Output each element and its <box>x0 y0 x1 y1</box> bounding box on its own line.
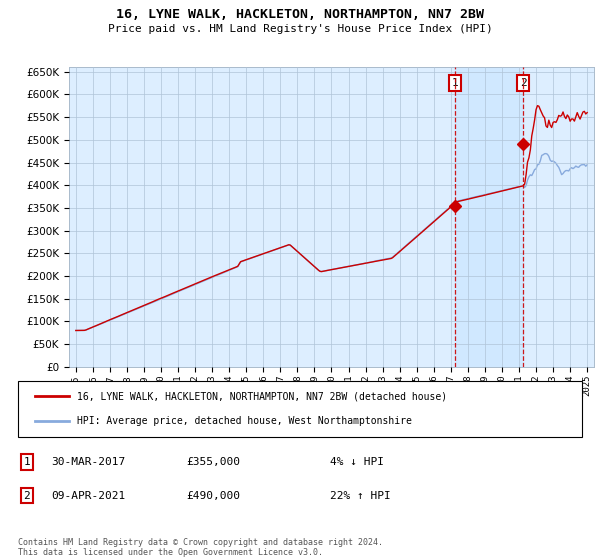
Text: 16, LYNE WALK, HACKLETON, NORTHAMPTON, NN7 2BW: 16, LYNE WALK, HACKLETON, NORTHAMPTON, N… <box>116 8 484 21</box>
Text: Price paid vs. HM Land Registry's House Price Index (HPI): Price paid vs. HM Land Registry's House … <box>107 24 493 34</box>
Text: 1: 1 <box>23 457 31 467</box>
Bar <box>455 67 523 367</box>
Text: 22% ↑ HPI: 22% ↑ HPI <box>330 491 391 501</box>
Text: £355,000: £355,000 <box>186 457 240 467</box>
Text: £490,000: £490,000 <box>186 491 240 501</box>
Text: 09-APR-2021: 09-APR-2021 <box>51 491 125 501</box>
Text: 2: 2 <box>23 491 31 501</box>
FancyBboxPatch shape <box>18 381 582 437</box>
Text: 4% ↓ HPI: 4% ↓ HPI <box>330 457 384 467</box>
Text: HPI: Average price, detached house, West Northamptonshire: HPI: Average price, detached house, West… <box>77 416 412 426</box>
Text: Contains HM Land Registry data © Crown copyright and database right 2024.
This d: Contains HM Land Registry data © Crown c… <box>18 538 383 557</box>
Text: 1: 1 <box>452 78 458 88</box>
Text: 30-MAR-2017: 30-MAR-2017 <box>51 457 125 467</box>
Text: 2: 2 <box>520 78 527 88</box>
Text: 16, LYNE WALK, HACKLETON, NORTHAMPTON, NN7 2BW (detached house): 16, LYNE WALK, HACKLETON, NORTHAMPTON, N… <box>77 391 448 402</box>
